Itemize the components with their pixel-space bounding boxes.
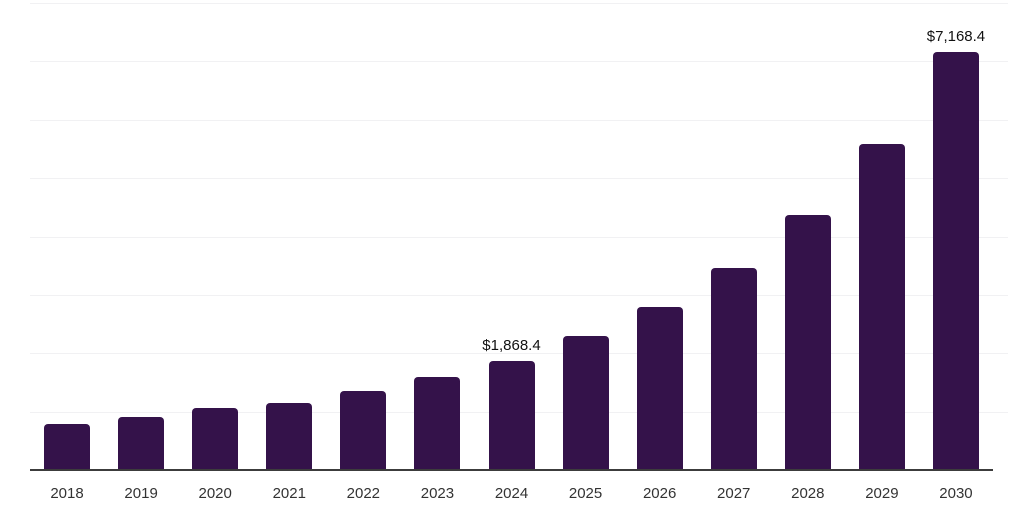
x-tick-2023: 2023 <box>420 485 455 502</box>
x-tick-2030: 2030 <box>939 485 973 502</box>
gridline <box>30 294 1008 296</box>
bar-2024 <box>488 360 535 470</box>
x-tick-2029: 2029 <box>865 485 899 502</box>
x-tick-2027: 2027 <box>717 485 751 502</box>
data-label-2030: $7,168.4 <box>926 27 986 45</box>
bar-2029 <box>858 143 905 470</box>
bar-2025 <box>562 336 609 470</box>
gridline <box>30 119 1008 121</box>
x-tick-2026: 2026 <box>642 485 677 502</box>
data-label-2024: $1,868.4 <box>482 336 541 354</box>
x-tick-2021: 2021 <box>272 485 306 502</box>
gridline <box>30 178 1008 180</box>
x-tick-2019: 2019 <box>124 485 158 502</box>
bar-2020 <box>192 407 239 470</box>
x-tick-2022: 2022 <box>346 485 381 502</box>
x-tick-2020: 2020 <box>198 485 232 502</box>
bar-2030 <box>932 51 979 470</box>
gridline <box>30 61 1008 63</box>
bar-2027 <box>710 268 757 470</box>
bar-2022 <box>340 391 387 470</box>
bar-2026 <box>636 307 683 470</box>
x-tick-2025: 2025 <box>568 485 603 502</box>
gridline <box>30 3 1008 4</box>
gridline <box>30 353 1008 355</box>
bar-2018 <box>44 423 91 470</box>
x-tick-2024: 2024 <box>494 485 529 502</box>
bar-2028 <box>784 215 831 470</box>
x-tick-2018: 2018 <box>50 485 84 502</box>
gridline <box>30 236 1008 238</box>
x-tick-2028: 2028 <box>791 485 825 502</box>
x-axis-line <box>30 469 993 471</box>
bar-2019 <box>118 416 165 470</box>
bar-2021 <box>266 402 313 470</box>
bar-2023 <box>414 377 461 470</box>
